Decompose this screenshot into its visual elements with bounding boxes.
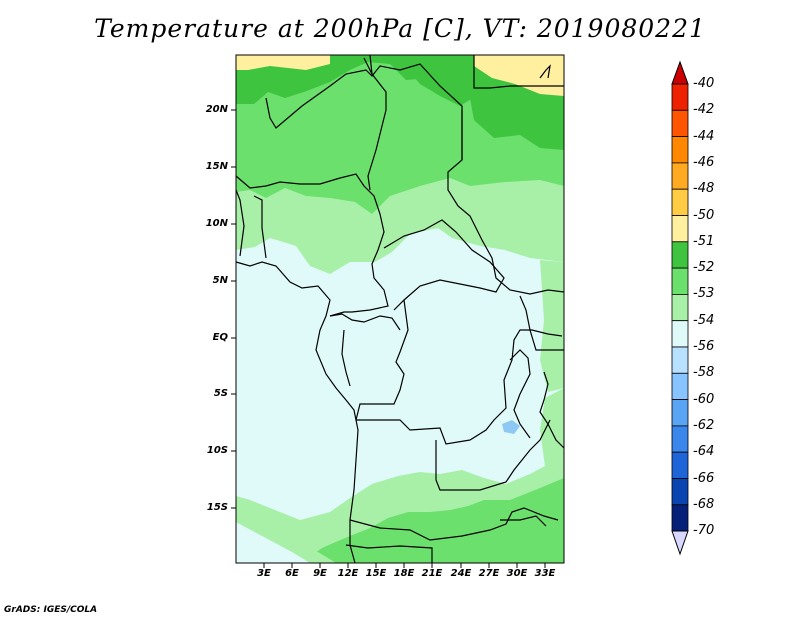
lon-label-27e: 27E xyxy=(478,568,500,579)
lon-label-30e: 30E xyxy=(506,568,528,579)
field-50-north xyxy=(236,55,330,70)
lat-label-10s: 10S xyxy=(206,445,228,456)
colorbar-label: -60 xyxy=(693,391,715,407)
lon-label-9e: 9E xyxy=(313,568,327,579)
lat-label-15s: 15S xyxy=(206,502,228,513)
colorbar-label: -44 xyxy=(693,128,715,144)
border-libya xyxy=(369,54,373,75)
border-togo xyxy=(253,195,267,259)
lon-label-3e: 3E xyxy=(257,568,271,579)
colorbar-box xyxy=(671,162,689,190)
lake-patch xyxy=(502,420,520,434)
colorbar-box xyxy=(671,83,689,111)
border-angola-namibia xyxy=(345,544,433,563)
border-congo xyxy=(329,313,401,331)
colorbar-box xyxy=(671,504,689,532)
border-gabon xyxy=(341,329,351,387)
lon-label-21e: 21E xyxy=(421,568,443,579)
field-52-patch xyxy=(408,55,476,106)
colorbar-label: -53 xyxy=(693,286,715,302)
colorbar-label: -46 xyxy=(693,154,715,170)
border-zambia xyxy=(435,419,551,491)
border-drc-angola xyxy=(356,329,563,445)
colorbar xyxy=(671,60,689,556)
lon-label-12e: 12E xyxy=(337,568,359,579)
field-52-south xyxy=(300,478,564,563)
grads-credit: GrADS: IGES/COLA xyxy=(4,605,98,615)
field-51-north xyxy=(236,55,564,150)
colorbar-label: -54 xyxy=(693,312,715,328)
coastline-west xyxy=(235,261,359,564)
lat-label-5s: 5S xyxy=(213,388,228,399)
lat-label-15n: 15N xyxy=(205,161,228,172)
colorbar-bottom-arrow xyxy=(671,530,689,556)
colorbar-box xyxy=(671,215,689,243)
colorbar-box xyxy=(671,241,689,269)
colorbar-box xyxy=(671,136,689,164)
border-red-sea-coast xyxy=(539,64,551,79)
border-nigeria xyxy=(235,173,389,317)
colorbar-box xyxy=(671,346,689,374)
lon-label-24e: 24E xyxy=(450,568,472,579)
temperature-field xyxy=(236,55,564,563)
border-nigeria-cameroon xyxy=(265,63,565,295)
colorbar-box xyxy=(671,372,689,400)
colorbar-box xyxy=(671,109,689,138)
colorbar-box xyxy=(671,293,689,322)
colorbar-label: -58 xyxy=(693,365,715,381)
colorbar-label: -42 xyxy=(693,102,715,118)
border-drc-north xyxy=(355,299,409,421)
colorbar-label: -56 xyxy=(693,339,715,354)
colorbar-label: -40 xyxy=(693,76,715,91)
map-frame xyxy=(235,54,565,564)
colorbar-label: -62 xyxy=(693,417,715,433)
colorbar-label: -52 xyxy=(693,260,715,276)
lon-label-18e: 18E xyxy=(393,568,415,579)
axis-ticks xyxy=(231,109,546,568)
colorbar-label: -64 xyxy=(693,444,715,460)
border-lakes xyxy=(509,349,531,439)
border-zimbabwe xyxy=(500,515,547,527)
colorbar-box xyxy=(671,399,689,427)
lat-label-10n: 10N xyxy=(205,218,228,229)
border-ne-corner xyxy=(473,55,564,89)
colorbar-label: -70 xyxy=(693,523,715,539)
colorbar-box xyxy=(671,267,689,295)
lon-label-15e: 15E xyxy=(365,568,387,579)
lat-label-5n: 5N xyxy=(212,275,228,286)
colorbar-label: -50 xyxy=(693,207,715,223)
colorbar-box xyxy=(671,478,689,506)
country-borders xyxy=(235,54,565,564)
lon-label-33e: 33E xyxy=(534,568,556,579)
field-53-east-strip xyxy=(540,260,564,392)
map-title: Temperature at 200hPa [C], VT: 201908022… xyxy=(94,14,706,43)
lat-label-eq: EQ xyxy=(212,332,228,343)
field-54-sw-tongue xyxy=(236,522,310,563)
border-car xyxy=(383,219,505,311)
lat-label-20n: 20N xyxy=(205,104,228,115)
colorbar-box xyxy=(671,188,689,216)
colorbar-box xyxy=(671,425,689,453)
colorbar-box xyxy=(671,451,689,479)
colorbar-top-arrow xyxy=(671,60,689,85)
border-east xyxy=(519,295,564,351)
lon-label-6e: 6E xyxy=(285,568,299,579)
colorbar-label: -48 xyxy=(693,181,715,197)
border-benin xyxy=(235,189,245,257)
colorbar-label: -51 xyxy=(693,233,715,249)
colorbar-box xyxy=(671,320,689,348)
colorbar-label: -66 xyxy=(693,470,715,486)
border-tanzania xyxy=(539,371,565,449)
colorbar-label: -68 xyxy=(693,496,715,512)
border-angola-south xyxy=(349,507,559,541)
